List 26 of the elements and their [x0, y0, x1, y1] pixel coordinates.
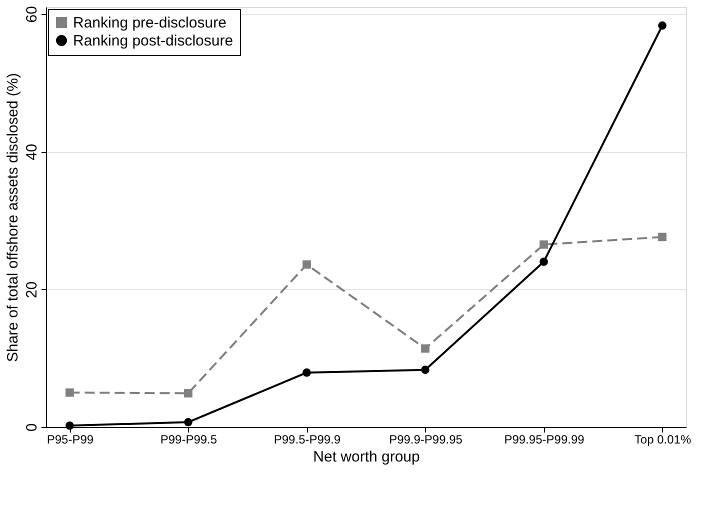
point	[421, 366, 430, 374]
y-tick-label: 20	[24, 281, 40, 298]
x-tick-label: P99.95-P99.99	[504, 432, 585, 446]
y-tick-label: 60	[24, 6, 40, 23]
point	[66, 388, 74, 397]
point	[302, 260, 311, 269]
point	[184, 389, 192, 398]
y-tick-label: 40	[24, 144, 40, 160]
point	[658, 21, 666, 30]
point	[540, 240, 548, 249]
x-axis-title: Net worth group	[313, 448, 420, 466]
point	[184, 418, 192, 426]
point	[540, 258, 548, 266]
point	[66, 421, 74, 430]
y-tick-label: 0	[24, 423, 40, 432]
x-tick-label: P99.9-P99.95	[389, 432, 463, 446]
legend-label: Ranking pre-disclosure	[73, 14, 226, 32]
point	[421, 344, 430, 353]
point	[302, 368, 311, 377]
legend-label: Ranking post-disclosure	[73, 32, 234, 50]
x-tick-label: Top 0.01%	[634, 432, 692, 446]
y-axis-title: Share of total offshore assets disclosed (%)	[4, 72, 22, 362]
x-tick-label: P99.5-P99.9	[274, 432, 341, 446]
point	[658, 232, 666, 242]
x-tick-label: P95-P99	[46, 432, 94, 446]
x-tick-label: P99-P99.5	[160, 432, 218, 446]
